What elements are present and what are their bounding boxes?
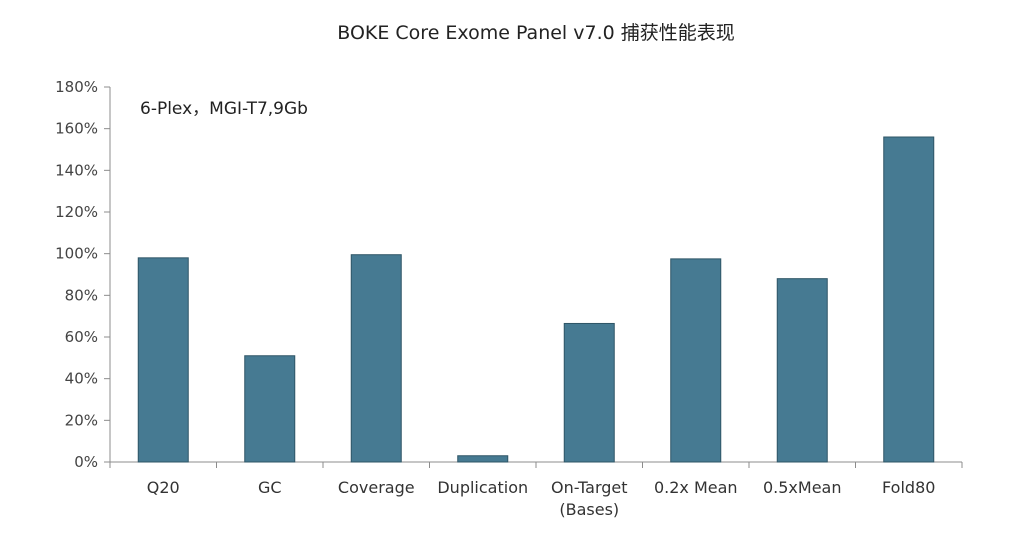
bars-group	[137, 136, 935, 463]
x-category-label-line: Q20	[147, 478, 180, 497]
x-category-label: Duplication	[437, 478, 528, 497]
x-category-label-line: On-Target	[551, 478, 628, 497]
x-category-label: 0.5xMean	[763, 478, 842, 497]
chart-title: BOKE Core Exome Panel v7.0 捕获性能表现	[337, 22, 735, 44]
y-tick-label: 80%	[65, 286, 98, 304]
y-axis: 0% 20% 40% 60% 80% 100% 120% 140% 160% 180%	[55, 78, 111, 471]
bar	[563, 322, 615, 463]
bar	[776, 278, 828, 463]
y-tick-label: 40%	[65, 370, 98, 388]
y-tick-label: 60%	[65, 328, 98, 346]
x-category-label: GC	[258, 478, 282, 497]
x-category-label-line: Duplication	[437, 478, 528, 497]
y-tick-label: 120%	[55, 203, 98, 221]
bar	[670, 258, 722, 463]
chart-subtitle: 6-Plex，MGI-T7,9Gb	[140, 99, 308, 119]
y-tick-label: 0%	[74, 453, 98, 471]
x-category-label-line: 0.5xMean	[763, 478, 842, 497]
y-tick-label: 180%	[55, 78, 98, 96]
y-tick-label: 20%	[65, 411, 98, 429]
x-category-label-line: (Bases)	[559, 500, 619, 519]
y-tick-label: 100%	[55, 245, 98, 263]
x-category-label-line: 0.2x Mean	[654, 478, 738, 497]
x-category-label: On-Target (Bases)	[551, 478, 628, 519]
bar	[457, 455, 509, 463]
x-category-label: Coverage	[338, 478, 415, 497]
x-category-label-line: Fold80	[882, 478, 935, 497]
y-tick-label: 160%	[55, 120, 98, 138]
y-tick-label: 140%	[55, 161, 98, 179]
x-axis: Q20 GC Coverage Duplication On-Target (Bases)…	[109, 461, 963, 519]
x-category-label: Fold80	[882, 478, 935, 497]
x-category-label: Q20	[147, 478, 180, 497]
x-category-label-line: GC	[258, 478, 282, 497]
bar	[883, 136, 935, 463]
bar	[350, 254, 402, 463]
bar	[244, 355, 296, 463]
x-category-label: 0.2x Mean	[654, 478, 738, 497]
x-category-label-line: Coverage	[338, 478, 415, 497]
bar	[137, 257, 189, 463]
